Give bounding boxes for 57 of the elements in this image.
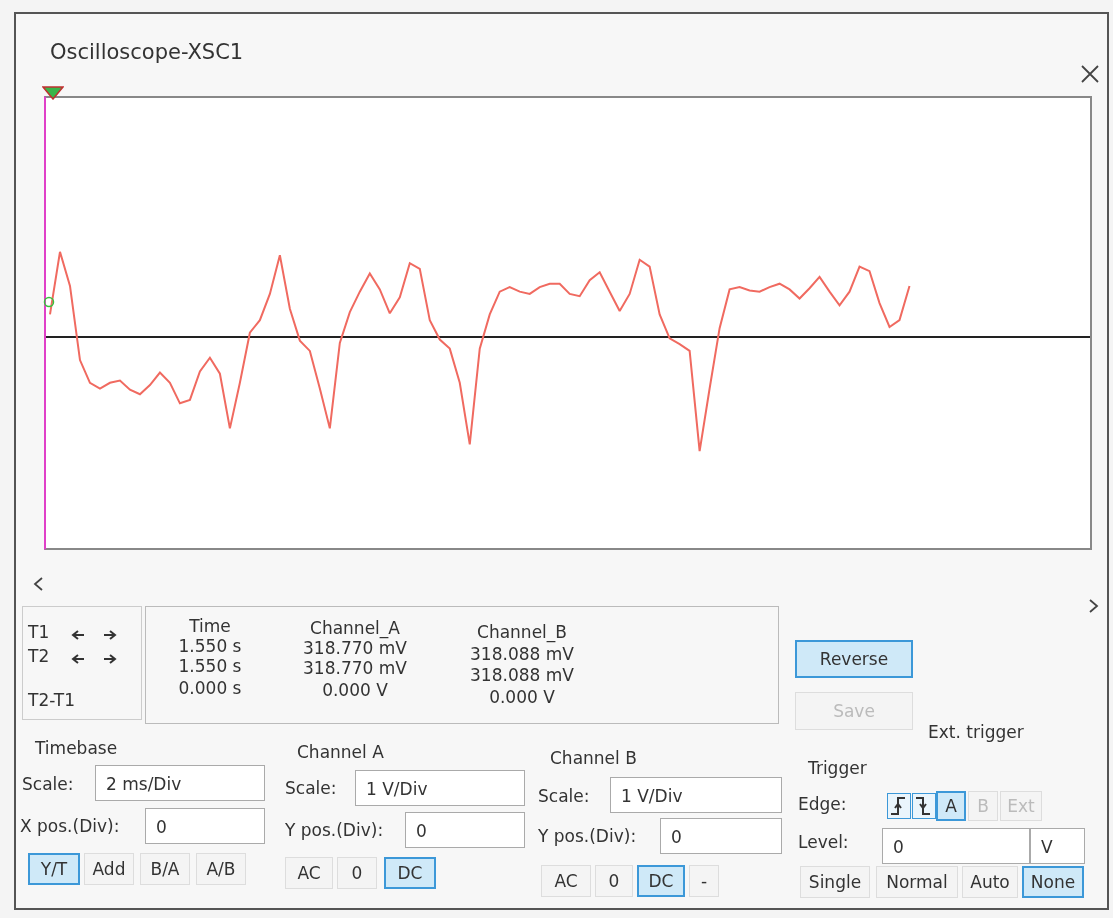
text: Scale: — [538, 786, 590, 806]
text: 0.000 s — [177, 678, 243, 698]
text: Edge: — [798, 794, 847, 814]
text: DC — [637, 865, 685, 897]
text: 318.770 mV — [302, 638, 408, 658]
text: 0 — [660, 818, 782, 854]
text: Save — [795, 692, 913, 730]
text: AC — [541, 865, 591, 897]
chart-title: Oscilloscope-XSC1 — [50, 40, 244, 64]
text: 0.000 V — [488, 687, 556, 707]
text: 1.550 s — [177, 656, 243, 676]
text: Y/T — [28, 853, 80, 885]
text: None — [1022, 866, 1084, 898]
text: Ext — [1000, 791, 1042, 821]
text: Scale: — [22, 774, 74, 794]
text: AC — [285, 857, 333, 889]
text: Channel A — [297, 742, 384, 762]
text: Auto — [962, 866, 1018, 898]
text: 1.550 s — [177, 636, 243, 656]
text: Normal — [876, 866, 958, 898]
text: T1 — [28, 622, 50, 642]
text: Scale: — [285, 778, 337, 798]
text: Channel B — [550, 748, 637, 768]
text: 1 V/Div — [610, 777, 782, 813]
text: Add — [84, 853, 134, 885]
text: 0 — [405, 812, 525, 848]
text: B/A — [140, 853, 190, 885]
text: T2 — [28, 646, 50, 666]
text: 0.000 V — [321, 680, 389, 700]
text: Ext. trigger — [928, 722, 1024, 742]
text: Single — [800, 866, 870, 898]
text: Time — [188, 616, 232, 636]
text: Y pos.(Div): — [538, 826, 637, 846]
text: 0 — [337, 857, 377, 889]
text: 0 — [145, 808, 265, 844]
text: 318.770 mV — [302, 658, 408, 678]
text: 0 — [595, 865, 633, 897]
text: 2 ms/Div — [95, 765, 265, 801]
text: Level: — [798, 832, 849, 852]
text: Channel_B — [476, 622, 568, 642]
text: T2-T1 — [28, 690, 75, 710]
text: DC — [384, 857, 436, 889]
text: A/B — [196, 853, 246, 885]
text: 0 — [882, 828, 1030, 864]
text: Trigger — [808, 758, 867, 778]
text: 1 V/Div — [355, 770, 525, 806]
text: - — [689, 865, 719, 897]
text: Timebase — [35, 738, 118, 758]
text: X pos.(Div): — [20, 816, 120, 836]
text: B — [968, 791, 998, 821]
text: V — [1030, 828, 1085, 864]
text: 318.088 mV — [469, 644, 575, 664]
text: A — [936, 791, 966, 821]
text: Reverse — [795, 640, 913, 678]
text: Channel_A — [309, 618, 401, 638]
text: 318.088 mV — [469, 665, 575, 685]
text: Y pos.(Div): — [285, 820, 384, 840]
